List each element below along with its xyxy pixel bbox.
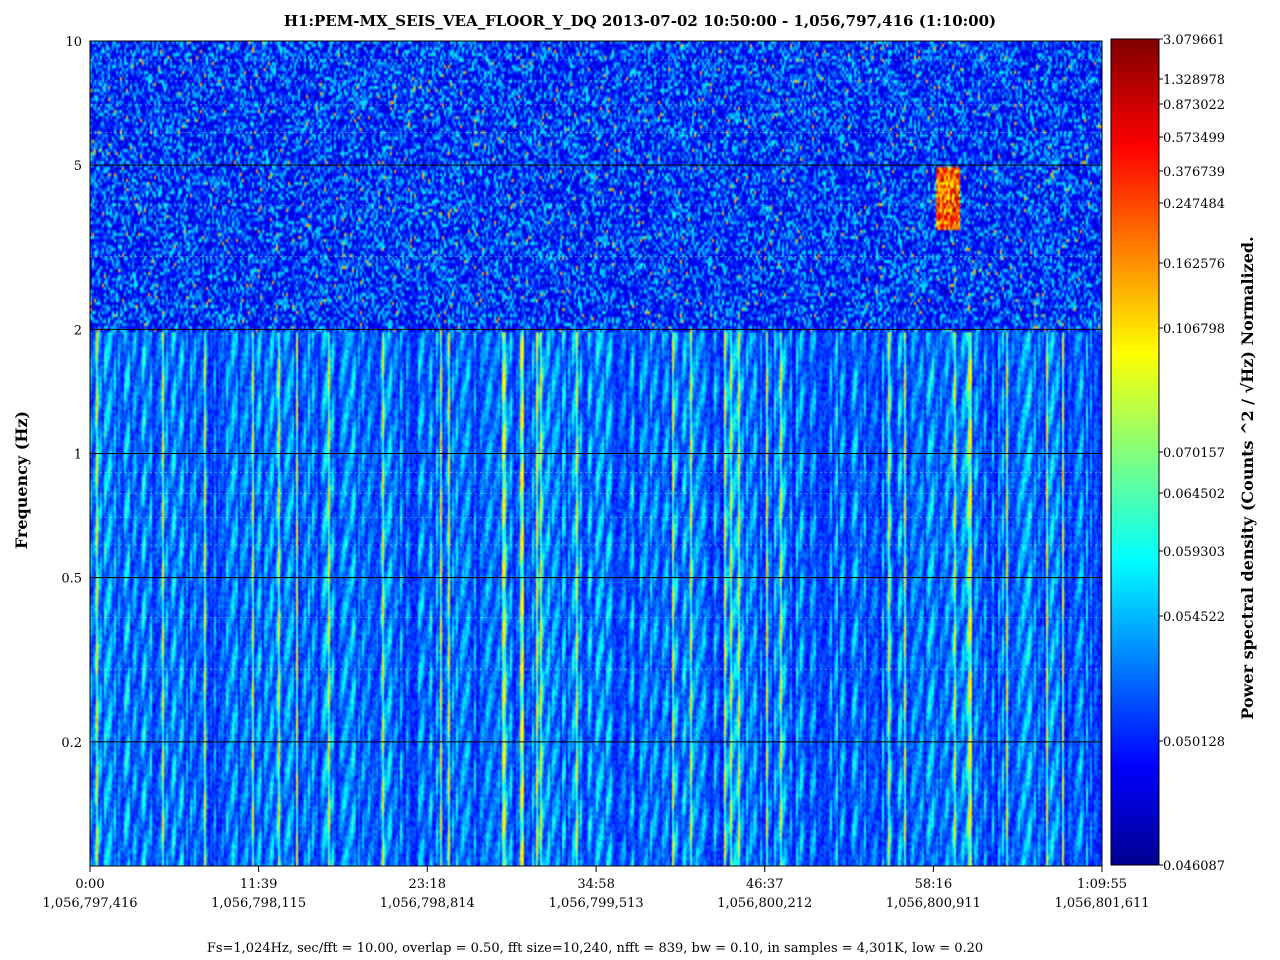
y-tick-label: 0.5 (61, 572, 82, 587)
colorbar-tick-label: 0.376739 (1163, 165, 1225, 180)
x-tick-gps: 1,056,801,611 (1054, 896, 1149, 911)
colorbar-tick-label: 0.573499 (1163, 131, 1225, 146)
colorbar-tick-label: 0.162576 (1163, 257, 1225, 272)
x-tick-gps: 1,056,798,814 (380, 896, 475, 911)
x-tick-gps: 1,056,798,115 (211, 896, 306, 911)
chart-title: H1:PEM-MX_SEIS_VEA_FLOOR_Y_DQ 2013-07-02… (284, 12, 996, 30)
colorbar-label: Power spectral density (Counts ^2 / √Hz)… (1238, 236, 1257, 719)
colorbar-tick-label: 0.046087 (1163, 859, 1225, 874)
x-tick-gps: 1,056,797,416 (42, 896, 137, 911)
x-tick-gps: 1,056,799,513 (549, 896, 644, 911)
colorbar-ticks: 3.079661 1.328978 0.873022 0.573499 0.376739… (1159, 33, 1225, 874)
colorbar-tick-label: 3.079661 (1163, 33, 1225, 48)
colorbar-tick-label: 0.247484 (1163, 197, 1225, 212)
x-tick-gps: 1,056,800,911 (886, 896, 981, 911)
colorbar-tick-label: 0.054522 (1163, 610, 1225, 625)
colorbar-tick-label: 0.059303 (1163, 545, 1225, 560)
footer-parameters: Fs=1,024Hz, sec/fft = 10.00, overlap = 0… (207, 941, 983, 956)
x-tick-time: 46:37 (746, 877, 783, 892)
x-tick-gps: 1,056,800,212 (717, 896, 812, 911)
grid-lines (90, 59, 1102, 743)
x-axis-ticks: 0:00 1,056,797,416 11:39 1,056,798,115 23:18… (42, 866, 1150, 911)
colorbar-tick-label: 0.873022 (1163, 98, 1225, 113)
colorbar-tick-label: 0.106798 (1163, 322, 1225, 337)
x-tick-time: 58:16 (915, 877, 952, 892)
x-tick-time: 1:09:55 (1077, 877, 1127, 892)
y-tick-label: 2 (74, 323, 82, 338)
colorbar-tick-label: 1.328978 (1163, 73, 1225, 88)
y-axis-label: Frequency (Hz) (12, 411, 31, 549)
colorbar-tick-label: 0.070157 (1163, 446, 1225, 461)
y-axis-ticks: 10 5 2 1 0.5 0.2 (61, 35, 82, 751)
x-tick-time: 34:58 (577, 877, 614, 892)
colorbar-tick-label: 0.050128 (1163, 735, 1225, 750)
colorbar (1110, 38, 1160, 866)
x-tick-time: 23:18 (409, 877, 446, 892)
y-tick-label: 5 (74, 159, 82, 174)
y-tick-label: 0.2 (61, 736, 82, 751)
colorbar-tick-label: 0.064502 (1163, 487, 1225, 502)
y-tick-label: 10 (65, 35, 82, 50)
x-tick-time: 11:39 (240, 877, 277, 892)
y-tick-label: 1 (74, 448, 82, 463)
x-tick-time: 0:00 (75, 877, 104, 892)
